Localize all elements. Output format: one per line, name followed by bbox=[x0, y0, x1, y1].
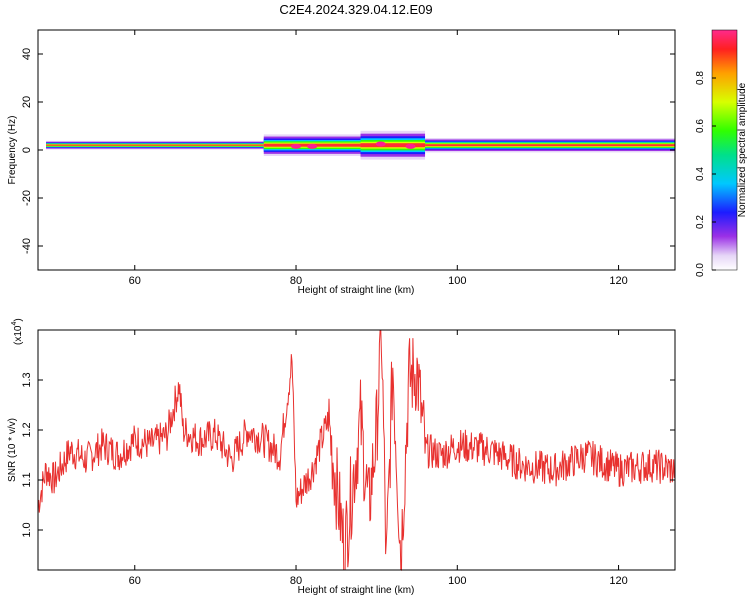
band-hot-spot bbox=[375, 141, 386, 147]
colorbar-ticks: 0.0 0.2 0.4 0.6 0.8 bbox=[695, 71, 716, 277]
spectrogram-x-label: Height of straight line (km) bbox=[298, 285, 415, 296]
spectrogram-x-ticks: 60 80 100 120 bbox=[129, 30, 628, 287]
band-hot-spot bbox=[307, 143, 318, 149]
x-tick-label: 60 bbox=[129, 275, 141, 287]
svg-text:(x104): (x104) bbox=[11, 318, 24, 345]
spectrogram-y-ticks: -40 -20 0 20 40 bbox=[21, 48, 675, 254]
y-tick-label: -40 bbox=[21, 238, 33, 254]
x-tick-label: 80 bbox=[290, 275, 302, 287]
y-tick-label: 1.0 bbox=[21, 522, 33, 537]
snr-frame bbox=[37, 329, 676, 571]
colorbar-tick-label: 0.4 bbox=[695, 167, 706, 181]
x-tick-label: 100 bbox=[448, 575, 466, 587]
snr-scale-note: (x104) bbox=[11, 318, 24, 345]
x-tick-label: 100 bbox=[448, 275, 466, 287]
colorbar-tick-label: 0.8 bbox=[695, 71, 706, 85]
snr-plot-area bbox=[38, 330, 675, 570]
y-tick-label: 1.1 bbox=[21, 472, 33, 487]
spectral-band bbox=[46, 130, 675, 160]
colorbar: 0.0 0.2 0.4 0.6 0.8 Normalized spectral ampl… bbox=[695, 29, 748, 277]
colorbar-tick-label: 0.6 bbox=[695, 119, 706, 133]
spectrogram-y-label: Frequency (Hz) bbox=[7, 116, 18, 185]
band-segment-0-layer-6 bbox=[46, 144, 264, 146]
x-tick-label: 60 bbox=[129, 575, 141, 587]
band-segment-2-layer-6 bbox=[360, 143, 426, 148]
y-tick-label: 0 bbox=[21, 147, 33, 153]
y-tick-label: 40 bbox=[21, 48, 33, 60]
spectrogram-panel: 60 80 100 120 -40 -20 0 20 40 Height of straigh… bbox=[7, 29, 676, 296]
colorbar-tick-label: 0.0 bbox=[695, 263, 706, 277]
snr-panel: 60 80 100 120 1.0 1.1 1.2 1.3 Height of straig… bbox=[7, 318, 676, 596]
colorbar-label: Normalized spectral amplitude bbox=[737, 82, 748, 217]
snr-series-line bbox=[37, 329, 676, 572]
band-hot-spot bbox=[291, 143, 302, 149]
snr-scale-exponent: 4 bbox=[11, 322, 18, 326]
y-tick-label: 20 bbox=[21, 96, 33, 108]
chart-title: C2E4.2024.329.04.12.E09 bbox=[279, 2, 432, 17]
snr-y-label: SNR (10 * v/v) bbox=[7, 418, 18, 482]
snr-scale-prefix: (x10 bbox=[13, 325, 24, 345]
band-segment-3-layer-6 bbox=[425, 144, 675, 147]
colorbar-tick-label: 0.2 bbox=[695, 215, 706, 229]
snr-y-ticks: 1.0 1.1 1.2 1.3 bbox=[21, 372, 675, 538]
y-tick-label: -20 bbox=[21, 190, 33, 206]
y-tick-label: 1.2 bbox=[21, 422, 33, 437]
x-tick-label: 120 bbox=[609, 575, 627, 587]
snr-x-label: Height of straight line (km) bbox=[298, 585, 415, 596]
band-hot-spot bbox=[405, 143, 416, 149]
colorbar-gradient bbox=[711, 29, 738, 271]
x-tick-label: 120 bbox=[609, 275, 627, 287]
x-tick-label: 80 bbox=[290, 575, 302, 587]
snr-x-ticks: 60 80 100 120 bbox=[129, 330, 628, 587]
y-tick-label: 1.3 bbox=[21, 372, 33, 387]
